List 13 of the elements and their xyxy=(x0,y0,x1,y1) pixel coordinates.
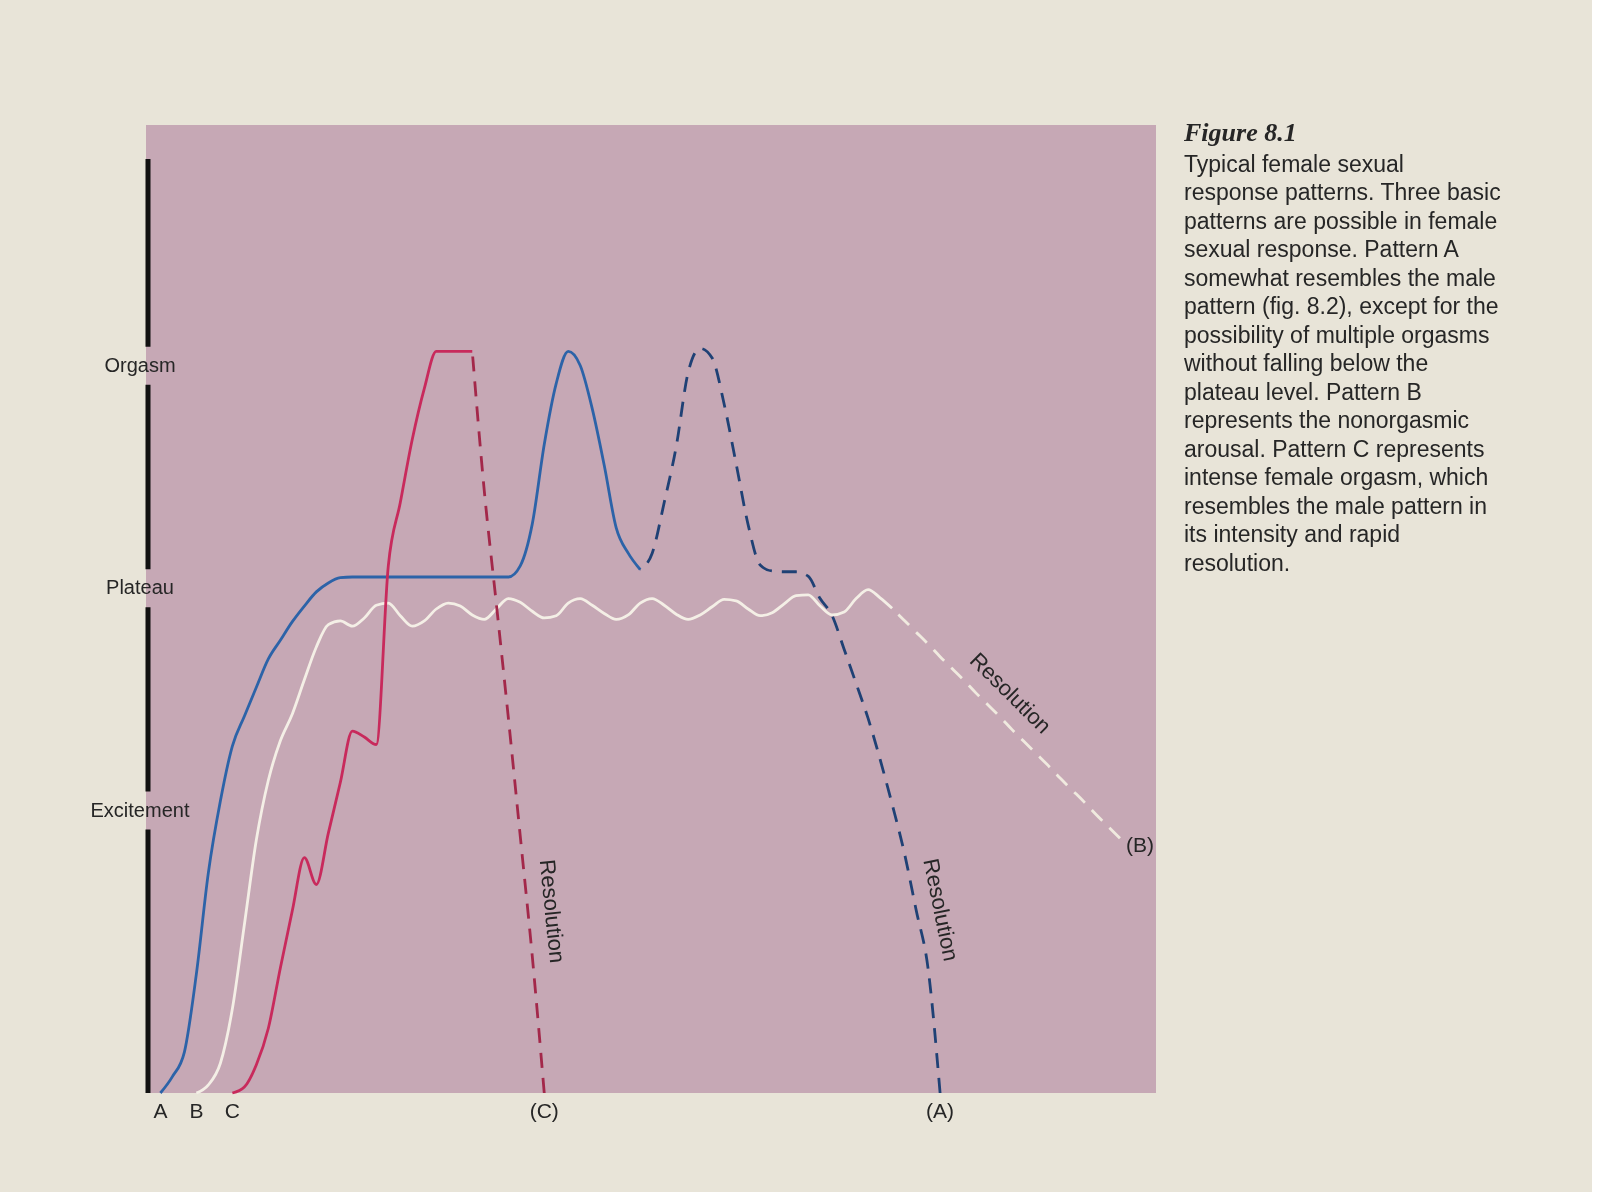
annotation: Plateau xyxy=(106,576,174,599)
series-label: (C) xyxy=(529,1099,559,1122)
series-label: (A) xyxy=(926,1099,955,1122)
text: Figure 8.1 xyxy=(1183,118,1297,147)
annotation: Excitement xyxy=(90,798,190,821)
series-label: B xyxy=(189,1099,204,1122)
annotation: Resolution xyxy=(918,856,964,964)
series-label: A xyxy=(153,1099,168,1122)
text: Typical female sexual response patterns. Three basic patterns are possible in female sexual response. Pattern A somewhat resembles the male pattern (fig. 8.2), except for the possibility of multiple orgasms without falling below the plateau level. Pattern B represents the nonorgasmic arousal. Pattern C represents intense female orgasm, which resembles the male pattern in its intensity and rapid resolution. xyxy=(1184,150,1501,576)
series-label: C xyxy=(224,1099,240,1122)
series-label: (B) xyxy=(1126,833,1155,857)
annotation: Resolution xyxy=(534,858,571,965)
annotation: Orgasm xyxy=(104,353,176,376)
